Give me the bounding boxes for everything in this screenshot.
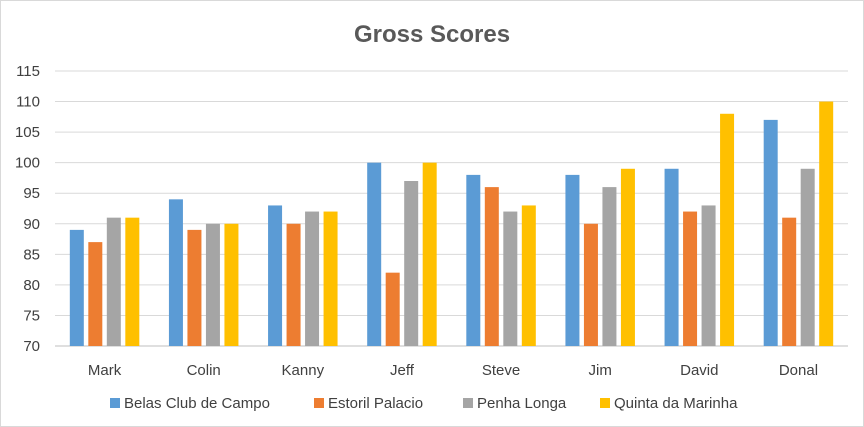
y-axis-ticks: 70 75 80 85 90 95 100 105 110 115 [15,63,40,355]
legend: Belas Club de Campo Estoril Palacio Penha … [110,395,738,412]
legend-label: Belas Club de Campo [124,395,270,412]
legend-swatch [600,398,610,408]
y-tick-label: 100 [15,155,40,172]
x-tick-label: Jeff [390,362,415,379]
legend-label: Penha Longa [477,395,567,412]
legend-swatch [110,398,120,408]
legend-label: Quinta da Marinha [614,395,738,412]
bar [224,223,239,346]
bar [106,217,121,346]
bar [521,205,536,346]
bar [205,223,220,346]
bar [187,229,202,346]
x-axis-ticks: Mark Colin Kanny Jeff Steve Jim David Donal [88,362,818,379]
y-tick-label: 75 [23,307,40,324]
y-tick-label: 85 [23,246,40,263]
bar [69,229,84,346]
x-tick-label: Jim [589,362,612,379]
bar [422,162,437,346]
bar [602,187,617,346]
chart-title: Gross Scores [354,21,510,48]
bar [323,211,338,346]
x-tick-label: Steve [482,362,520,379]
bar [385,272,400,346]
x-tick-label: Mark [88,362,122,379]
y-tick-label: 110 [16,94,40,111]
y-tick-label: 95 [23,185,40,202]
bar [286,223,301,346]
bar [763,119,778,346]
y-tick-label: 115 [16,63,40,80]
y-tick-label: 80 [23,277,40,294]
bar [683,211,698,346]
y-tick-label: 90 [23,216,40,233]
bar [466,174,481,346]
bars [69,101,834,347]
bar [484,187,499,346]
legend-swatch [314,398,324,408]
bar [268,205,283,346]
bar [88,242,103,346]
bar [701,205,716,346]
bar [305,211,320,346]
bar [720,113,735,347]
bar [367,162,382,346]
x-tick-label: Donal [779,362,818,379]
x-tick-label: Kanny [282,362,325,379]
bar [125,217,140,346]
bar [404,181,419,346]
bar [565,174,580,346]
bar [620,168,635,346]
gridlines [55,70,848,347]
bar [503,211,518,346]
bar [800,168,815,346]
x-tick-label: Colin [187,362,221,379]
bar [819,101,834,346]
bar [168,199,183,346]
bar [664,168,679,346]
x-tick-label: David [680,362,718,379]
y-tick-label: 70 [23,338,40,355]
legend-label: Estoril Palacio [328,395,423,412]
bar [782,217,797,346]
bar [583,223,598,346]
y-tick-label: 105 [15,124,40,141]
legend-swatch [463,398,473,408]
